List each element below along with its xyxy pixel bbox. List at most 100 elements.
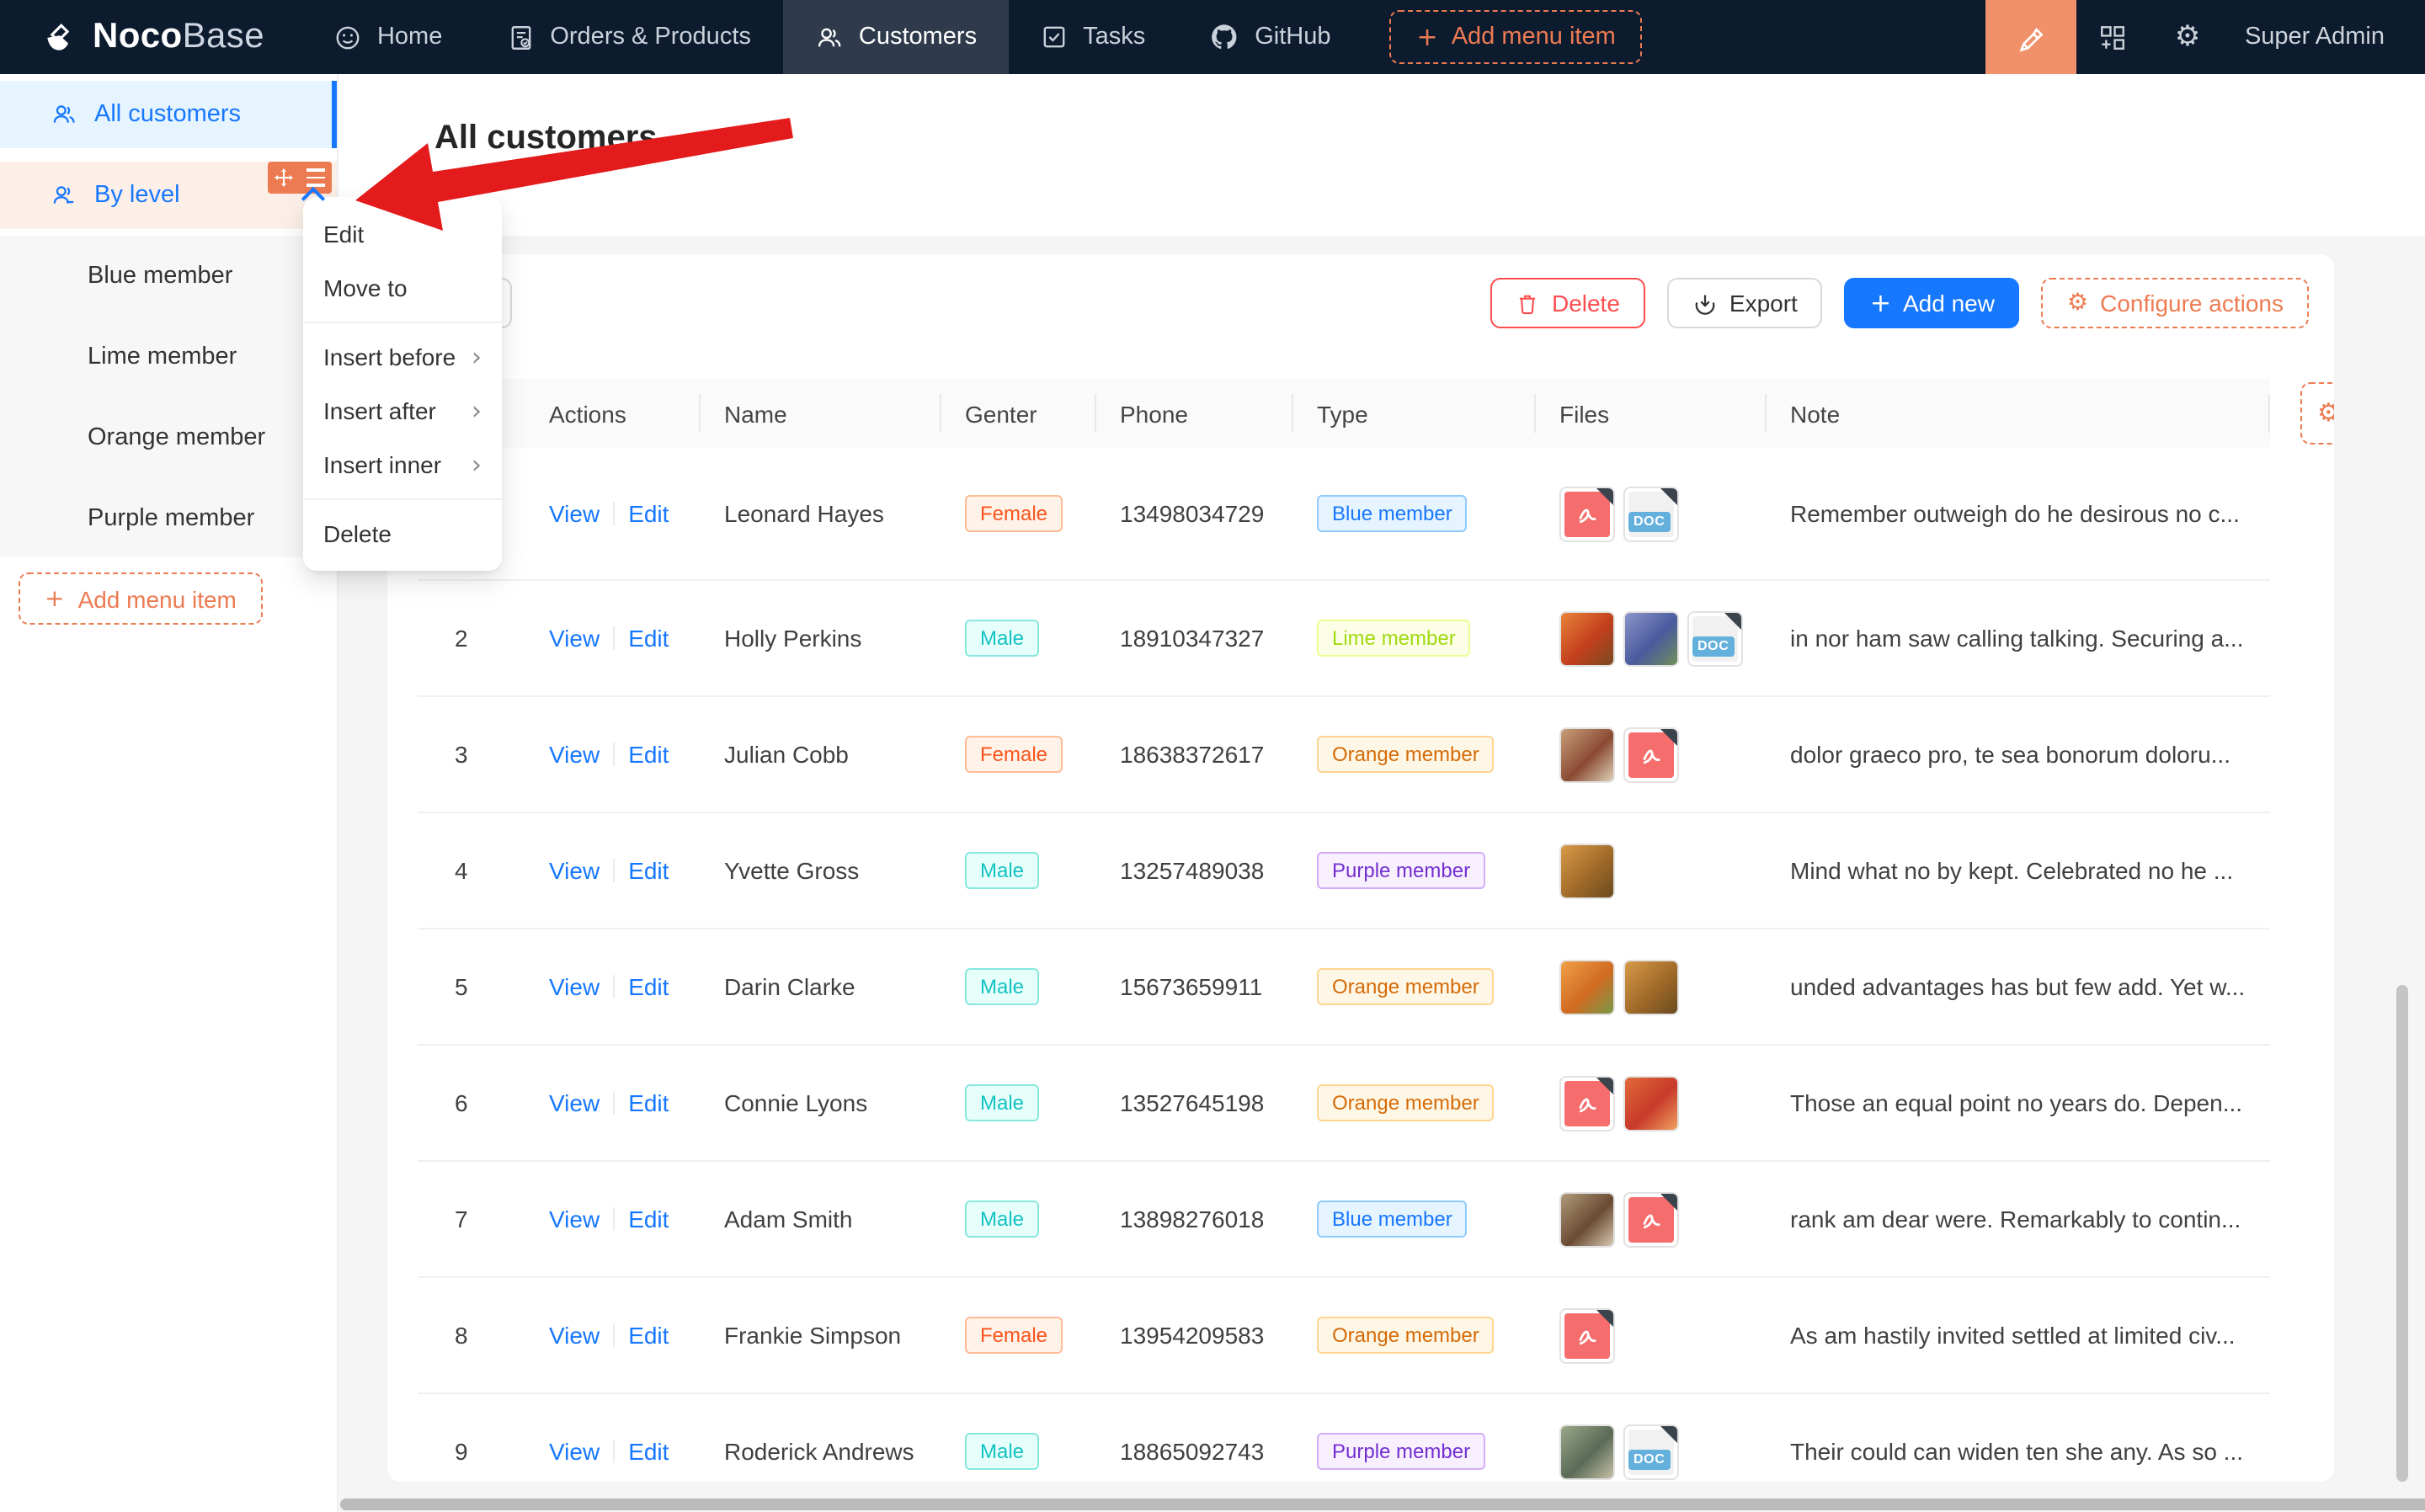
image-thumbnail-storefront[interactable] (1559, 1424, 1615, 1479)
menu-item-insert-inner[interactable]: Insert inner › (323, 449, 482, 479)
note-text: rank am dear were. Remarkably to contin.… (1790, 1206, 2241, 1232)
column-header-genter[interactable]: Genter (941, 379, 1096, 448)
folded-corner (1660, 487, 1677, 504)
column-header-files[interactable]: Files (1536, 379, 1767, 448)
customer-name: Roderick Andrews (724, 1438, 914, 1465)
brand-logo[interactable]: NocoBase (0, 17, 301, 57)
edit-link[interactable]: Edit (628, 1206, 669, 1232)
plugin-manager-button[interactable] (2076, 0, 2151, 74)
image-thumbnail-orangegrid[interactable] (1559, 843, 1615, 898)
settings-button[interactable]: ⚙ (2151, 0, 2225, 74)
menu-item-insert-before[interactable]: Insert before › (323, 341, 482, 371)
view-link[interactable]: View (549, 1089, 600, 1116)
column-header-phone[interactable]: Phone (1096, 379, 1293, 448)
edit-link[interactable]: Edit (628, 973, 669, 1000)
pdf-file-icon[interactable] (1623, 727, 1679, 782)
nav-item-label: Orders & Products (550, 24, 751, 51)
menu-item-edit[interactable]: Edit (323, 221, 365, 248)
menu-item-delete[interactable]: Delete (323, 520, 392, 547)
pdf-file-icon[interactable] (1559, 1307, 1615, 1363)
edit-link[interactable]: Edit (628, 625, 669, 652)
horizontal-scrollbar[interactable] (340, 1499, 2425, 1510)
view-link[interactable]: View (549, 1438, 600, 1465)
column-header-name[interactable]: Name (701, 379, 941, 448)
image-thumbnail-orangegrid[interactable] (1623, 959, 1679, 1014)
doc-file-icon[interactable]: DOC (1623, 1424, 1679, 1479)
table-row[interactable]: 5 View Edit Darin Clarke Male 15673659911 Oran… (418, 929, 2270, 1046)
column-header-actions[interactable]: Actions (525, 379, 701, 448)
delete-button[interactable]: Delete (1490, 278, 1645, 328)
phone-number: 13954209583 (1120, 1322, 1265, 1349)
table-row[interactable]: 8 View Edit Frankie Simpson Female 1395420958… (418, 1278, 2270, 1394)
view-link[interactable]: View (549, 973, 600, 1000)
configure-columns-button[interactable]: ⚙ (2300, 382, 2334, 445)
view-link[interactable]: View (549, 857, 600, 884)
phone-number: 18910347327 (1120, 625, 1265, 652)
hamburger-icon (306, 168, 325, 187)
navbar-add-menu-item-button[interactable]: + Add menu item (1389, 10, 1643, 64)
member-type-badge: Purple member (1317, 852, 1486, 889)
sidebar-add-menu-item-button[interactable]: + Add menu item (19, 572, 263, 625)
edit-link[interactable]: Edit (628, 1438, 669, 1465)
nav-item-customers[interactable]: Customers (782, 0, 1010, 74)
table-row[interactable]: 6 View Edit Connie Lyons Male 13527645198 Oran… (418, 1046, 2270, 1162)
image-thumbnail-grapes[interactable] (1623, 610, 1679, 666)
image-thumbnail-oranges[interactable] (1559, 959, 1615, 1014)
table-row[interactable]: 3 View Edit Julian Cobb Female 18638372617 Ora… (418, 697, 2270, 813)
nav-item-home[interactable]: Home (301, 0, 474, 74)
pdf-file-icon[interactable] (1559, 486, 1615, 541)
pdf-file-icon[interactable] (1559, 1075, 1615, 1131)
table-cell: 3 (418, 741, 525, 768)
member-type-badge: Orange member (1317, 1084, 1495, 1121)
drag-move-button[interactable] (268, 162, 300, 194)
pdf-file-icon[interactable] (1623, 1191, 1679, 1247)
action-divider (613, 859, 616, 882)
menu-item-move-to[interactable]: Move to (323, 274, 408, 301)
table-row[interactable]: 7 View Edit Adam Smith Male 13898276018 Blue m… (418, 1162, 2270, 1278)
sidebar-item-all-customers[interactable]: All customers (0, 81, 337, 148)
view-link[interactable]: View (549, 625, 600, 652)
member-type-badge: Orange member (1317, 1317, 1495, 1354)
edit-link[interactable]: Edit (628, 500, 669, 527)
table-row[interactable]: 2 View Edit Holly Perkins Male 18910347327 Lim… (418, 581, 2270, 697)
ui-editor-button[interactable] (1985, 0, 2076, 74)
export-button[interactable]: Export (1666, 278, 1823, 328)
sidebar-item-orange-member[interactable]: Orange member (88, 424, 266, 451)
column-header-note[interactable]: Note (1767, 379, 2270, 448)
nav-item-github[interactable]: GitHub (1177, 0, 1362, 74)
configure-actions-button[interactable]: ⚙ Configure actions (2041, 278, 2309, 328)
user-menu[interactable]: Super Admin (2244, 24, 2385, 51)
edit-link[interactable]: Edit (628, 741, 669, 768)
table-row[interactable]: 9 View Edit Roderick Andrews Male 18865092743… (418, 1394, 2270, 1482)
view-link[interactable]: View (549, 1206, 600, 1232)
menu-item-insert-after[interactable]: Insert after › (323, 395, 482, 425)
image-thumbnail-coffee[interactable] (1559, 1191, 1615, 1247)
table-row[interactable]: 4 View Edit Yvette Gross Male 13257489038 Purp… (418, 813, 2270, 929)
table-cell: 15673659911 (1096, 973, 1293, 1000)
doc-file-icon[interactable]: DOC (1623, 486, 1679, 541)
edit-link[interactable]: Edit (628, 1089, 669, 1116)
image-thumbnail-pumpkin[interactable] (1559, 610, 1615, 666)
add-new-button[interactable]: + Add new (1844, 278, 2020, 328)
sidebar-item-lime-member[interactable]: Lime member (88, 343, 237, 370)
doc-label: DOC (1628, 1449, 1671, 1469)
edit-link[interactable]: Edit (628, 857, 669, 884)
menu-designer-button[interactable] (300, 162, 332, 194)
view-link[interactable]: View (549, 1322, 600, 1349)
image-thumbnail-redfruit[interactable] (1623, 1075, 1679, 1131)
view-link[interactable]: View (549, 500, 600, 527)
nav-item-tasks[interactable]: Tasks (1009, 0, 1177, 74)
phone-number: 13898276018 (1120, 1206, 1265, 1232)
vertical-scrollbar[interactable] (2396, 985, 2408, 1482)
nav-item-orders-products[interactable]: Orders & Products (474, 0, 783, 74)
home-smile-icon (336, 25, 360, 49)
doc-file-icon[interactable]: DOC (1687, 610, 1743, 666)
edit-link[interactable]: Edit (628, 1322, 669, 1349)
view-link[interactable]: View (549, 741, 600, 768)
column-header-type[interactable]: Type (1293, 379, 1536, 448)
table-cell: Julian Cobb (701, 741, 941, 768)
sidebar-item-purple-member[interactable]: Purple member (88, 505, 255, 532)
image-thumbnail-food[interactable] (1559, 727, 1615, 782)
table-row[interactable]: 1ViewEditLeonard HayesFemale13498034729B… (418, 448, 2270, 581)
sidebar-item-blue-member[interactable]: Blue member (88, 263, 233, 290)
